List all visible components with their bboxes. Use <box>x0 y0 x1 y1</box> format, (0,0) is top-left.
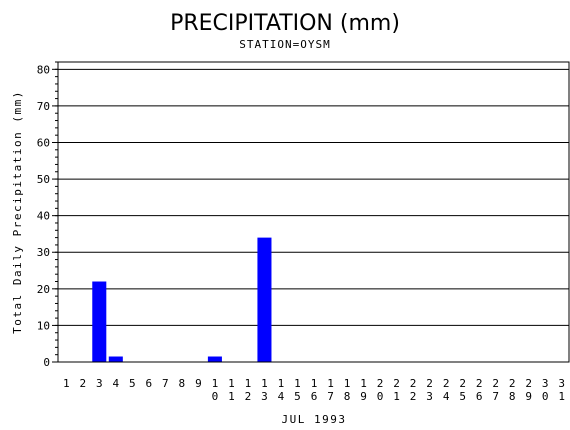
x-tick-label-28: 8 <box>509 390 516 403</box>
x-tick-label-2: 2 <box>79 377 86 390</box>
x-tick-label-22: 2 <box>410 377 417 390</box>
x-tick-label-27: 2 <box>492 377 499 390</box>
y-tick-label-30: 30 <box>37 246 50 259</box>
x-tick-label-6: 6 <box>146 377 153 390</box>
x-tick-label-20: 0 <box>377 390 384 403</box>
x-tick-label-16: 1 <box>311 377 318 390</box>
x-tick-label-20: 2 <box>377 377 384 390</box>
x-tick-label-25: 2 <box>459 377 466 390</box>
x-tick-label-29: 2 <box>525 377 532 390</box>
x-tick-label-31: 1 <box>558 390 565 403</box>
x-tick-label-30: 3 <box>542 377 549 390</box>
x-axis-label: JUL 1993 <box>282 413 347 426</box>
x-tick-label-22: 2 <box>410 390 417 403</box>
x-tick-label-7: 7 <box>162 377 169 390</box>
bar-day-4 <box>108 356 123 362</box>
y-tick-label-0: 0 <box>43 356 50 369</box>
plot-frame <box>57 61 570 363</box>
x-tick-label-17: 1 <box>327 377 334 390</box>
x-tick-label-25: 5 <box>459 390 466 403</box>
x-tick-label-10: 1 <box>212 377 219 390</box>
x-tick-label-21: 2 <box>393 377 400 390</box>
y-tick-label-40: 40 <box>37 210 50 223</box>
bar-day-10 <box>207 356 222 362</box>
x-tick-label-26: 2 <box>476 377 483 390</box>
x-tick-label-9: 9 <box>195 377 202 390</box>
x-tick-label-14: 4 <box>278 390 285 403</box>
y-tick-label-80: 80 <box>37 63 50 76</box>
x-tick-label-14: 1 <box>278 377 285 390</box>
x-tick-label-29: 9 <box>525 390 532 403</box>
x-tick-label-27: 7 <box>492 390 499 403</box>
bars <box>92 237 272 362</box>
x-tick-label-21: 1 <box>393 390 400 403</box>
x-tick-label-19: 1 <box>360 377 367 390</box>
x-tick-label-17: 7 <box>327 390 334 403</box>
x-tick-label-16: 6 <box>311 390 318 403</box>
y-tick-label-70: 70 <box>37 100 50 113</box>
chart-subtitle: STATION=OYSM <box>239 38 330 51</box>
x-tick-label-15: 1 <box>294 377 301 390</box>
x-tick-label-26: 6 <box>476 390 483 403</box>
y-axis-ticks: 0 10 20 30 40 50 60 70 80 <box>37 61 58 369</box>
x-tick-label-5: 5 <box>129 377 136 390</box>
x-tick-label-23: 2 <box>426 377 433 390</box>
bar-day-3 <box>92 281 107 362</box>
y-tick-label-10: 10 <box>37 319 50 332</box>
x-tick-label-11: 1 <box>228 377 235 390</box>
x-tick-label-4: 4 <box>112 377 119 390</box>
x-axis-ticks: 1 2 3 4 5 6 7 8 9 1011121314151617181920212223242… <box>63 377 565 403</box>
x-tick-label-13: 3 <box>261 390 268 403</box>
x-tick-label-30: 0 <box>542 390 549 403</box>
y-axis-label: Total Daily Precipitation (mm) <box>11 90 24 334</box>
x-tick-label-24: 2 <box>443 377 450 390</box>
x-tick-label-3: 3 <box>96 377 103 390</box>
y-tick-label-60: 60 <box>37 136 50 149</box>
x-tick-label-28: 2 <box>509 377 516 390</box>
x-tick-label-31: 3 <box>558 377 565 390</box>
x-tick-label-1: 1 <box>63 377 70 390</box>
x-tick-label-13: 1 <box>261 377 268 390</box>
x-tick-label-12: 2 <box>245 390 252 403</box>
x-tick-label-8: 8 <box>179 377 186 390</box>
x-tick-label-24: 4 <box>443 390 450 403</box>
x-tick-label-15: 5 <box>294 390 301 403</box>
x-tick-label-10: 0 <box>212 390 219 403</box>
x-tick-label-19: 9 <box>360 390 367 403</box>
x-tick-label-12: 1 <box>245 377 252 390</box>
x-tick-label-11: 1 <box>228 390 235 403</box>
chart-title: PRECIPITATION (mm) <box>170 11 400 36</box>
y-tick-label-20: 20 <box>37 283 50 296</box>
x-tick-label-18: 8 <box>344 390 351 403</box>
x-tick-label-18: 1 <box>344 377 351 390</box>
y-tick-label-50: 50 <box>37 173 50 186</box>
gridlines <box>58 68 569 363</box>
bar-day-13 <box>257 237 272 362</box>
x-tick-label-23: 3 <box>426 390 433 403</box>
